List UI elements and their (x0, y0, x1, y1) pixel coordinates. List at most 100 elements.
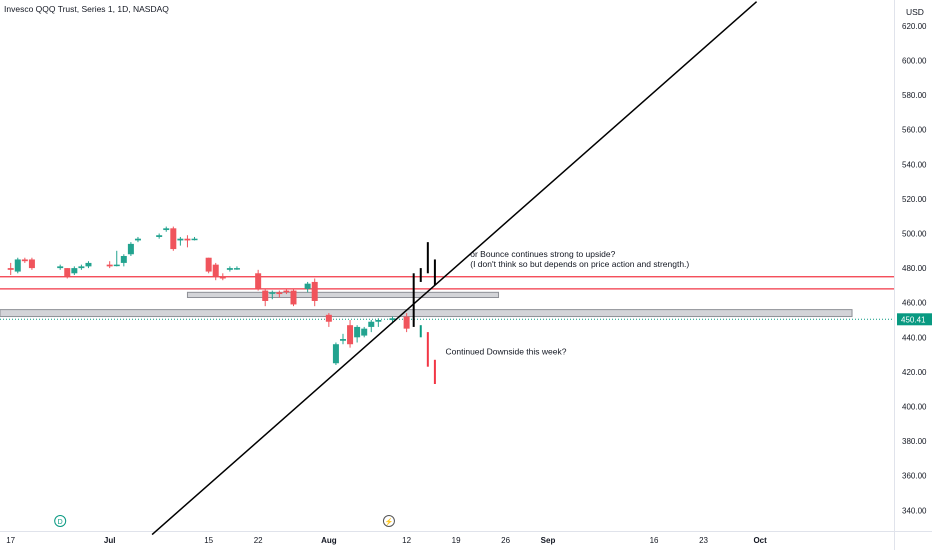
plot-area[interactable]: or Bounce continues strong to upside?(I … (0, 1, 894, 536)
candle-body (163, 228, 170, 231)
candle-body (347, 325, 354, 345)
candle-body (332, 344, 339, 364)
candle-up[interactable] (163, 226, 170, 232)
price-tick-label: 480.00 (902, 264, 927, 273)
price-tick-label: 560.00 (902, 126, 927, 135)
candle-up[interactable] (375, 318, 382, 327)
marker-circle (382, 515, 395, 527)
annotation-text[interactable]: Continued Downside this week? (446, 347, 567, 357)
candle-down[interactable] (290, 288, 297, 307)
candle-up[interactable] (14, 257, 21, 274)
candle-body (354, 326, 361, 338)
marker-glyph: ⚡ (385, 517, 394, 526)
candle-body (156, 235, 163, 237)
candle-down[interactable] (403, 313, 410, 333)
candle-body (184, 238, 191, 241)
candle-up[interactable] (191, 236, 198, 241)
currency-label[interactable]: USD (906, 7, 924, 17)
candle-body (85, 262, 92, 267)
price-tick-label: 440.00 (902, 333, 927, 342)
candle-up[interactable] (134, 236, 141, 243)
candle-down[interactable] (276, 290, 283, 298)
candle-up[interactable] (78, 264, 85, 270)
candle-body (269, 292, 276, 294)
candle-up[interactable] (304, 281, 311, 293)
candle-body (276, 292, 283, 295)
price-tick-label: 380.00 (902, 437, 927, 446)
zone-rectangle[interactable] (186, 291, 500, 299)
candle-body (28, 259, 35, 269)
candle-up[interactable] (269, 290, 276, 300)
candle-down[interactable] (311, 278, 318, 307)
candle-down[interactable] (325, 313, 332, 327)
candle-up[interactable] (233, 266, 240, 270)
candle-up[interactable] (85, 261, 92, 269)
candle-down[interactable] (219, 273, 226, 281)
candle-down[interactable] (184, 235, 191, 248)
marker-glyph: D (58, 519, 63, 526)
candle-body (361, 328, 368, 336)
price-tick-label: 600.00 (902, 57, 927, 66)
candle-down[interactable] (283, 288, 290, 295)
candle-up[interactable] (127, 242, 134, 256)
candle-body (389, 318, 396, 320)
candle-down[interactable] (255, 269, 262, 291)
annotation-text[interactable]: or Bounce continues strong to upside? (470, 249, 615, 259)
candle-down[interactable] (7, 262, 14, 276)
time-tick-label: 26 (501, 536, 510, 545)
chart-title: Invesco QQQ Trust, Series 1, 1D, NASDAQ (4, 4, 169, 14)
candle-body (339, 339, 346, 341)
candle-up[interactable] (368, 320, 375, 333)
earnings-marker-icon[interactable]: ⚡ (382, 515, 395, 527)
candle-down[interactable] (28, 257, 35, 270)
candle-body (127, 243, 134, 255)
candle-down[interactable] (347, 320, 354, 348)
candle-body (71, 268, 78, 274)
price-tick-label: 520.00 (902, 195, 927, 204)
candle-body (106, 264, 113, 267)
candle-up[interactable] (113, 250, 120, 267)
candle-up[interactable] (354, 325, 361, 343)
candle-up[interactable] (156, 233, 163, 239)
candle-up[interactable] (332, 342, 339, 365)
candle-down[interactable] (21, 257, 28, 263)
candle-body (219, 276, 226, 279)
candle-body (375, 320, 382, 322)
candle-down[interactable] (205, 257, 212, 274)
dividend-marker-icon[interactable]: D (54, 515, 67, 527)
candle-body (304, 283, 311, 289)
time-tick-label: 17 (6, 536, 15, 545)
candle-body (325, 314, 332, 322)
candle-up[interactable] (57, 264, 64, 270)
price-axis[interactable]: 340.00 360.00 380.00 400.00 420.00 440.00 460.… (897, 22, 932, 515)
time-tick-label: Sep (541, 536, 556, 545)
candle-body (403, 316, 410, 329)
candle-up[interactable] (120, 254, 127, 267)
candle-up[interactable] (361, 326, 368, 338)
candle-down[interactable] (64, 268, 71, 279)
time-tick-label: 12 (402, 536, 411, 545)
candle-body (57, 266, 64, 269)
candle-body (191, 238, 198, 241)
time-axis[interactable]: 17 Jul 15 22 Aug 12 19 26 Sep 16 23 Oct (6, 536, 767, 545)
candle-down[interactable] (262, 288, 269, 307)
candle-body (113, 264, 120, 267)
candle-down[interactable] (106, 261, 113, 269)
candle-up[interactable] (339, 333, 346, 345)
candle-body (177, 238, 184, 241)
candle-up[interactable] (71, 266, 78, 276)
candle-body (255, 273, 262, 289)
candle-down[interactable] (212, 262, 219, 281)
candle-body (290, 290, 297, 305)
candle-up[interactable] (226, 266, 233, 272)
zone-rectangle[interactable] (0, 309, 853, 318)
time-tick-label: 23 (699, 536, 708, 545)
trendline[interactable] (151, 1, 758, 536)
candle-body (64, 268, 71, 277)
candle-down[interactable] (170, 226, 177, 251)
candle-body (205, 257, 212, 272)
time-tick-label: Jul (104, 536, 116, 545)
candle-up[interactable] (177, 236, 184, 246)
annotation-text[interactable]: (I don't think so but depends on price a… (470, 259, 689, 269)
